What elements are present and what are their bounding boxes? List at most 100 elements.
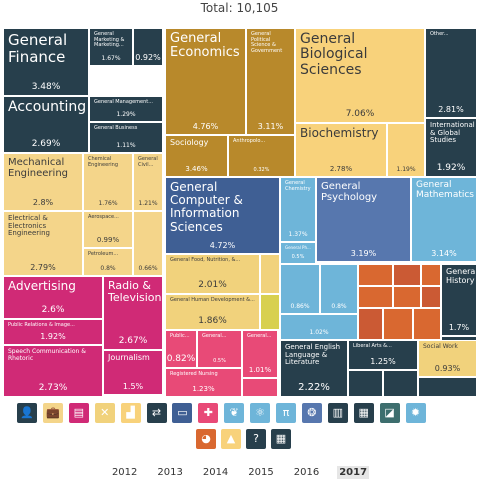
year-option-2017[interactable]: 2017	[337, 466, 370, 479]
treemap-filler-tile[interactable]	[413, 308, 441, 340]
treemap-tile[interactable]: General Marketing & Marketing... 1.67%	[89, 28, 133, 66]
treemap-tile[interactable]: General Human Development &... 1.86%	[165, 294, 260, 330]
treemap-filler-tile[interactable]	[393, 264, 421, 286]
year-option-2014[interactable]: 2014	[202, 467, 229, 478]
year-selector: 2012 2013 2014 2015 2016 2017	[0, 466, 479, 479]
treemap-tile[interactable]: General Computer & Information Sciences 4…	[165, 177, 280, 254]
treemap-tile[interactable]: Mechanical Engineering 2.8%	[3, 153, 83, 211]
treemap-tile[interactable]: 0.92%	[133, 28, 163, 66]
year-option-2012[interactable]: 2012	[111, 467, 138, 478]
tile-name: Anthropolo...	[233, 138, 266, 144]
treemap-filler-tile[interactable]	[418, 377, 477, 397]
gear-icon[interactable]: ✹	[405, 403, 426, 423]
treemap-tile[interactable]: General Psychology 3.19%	[316, 177, 411, 262]
plus-icon[interactable]: ✚	[198, 403, 219, 423]
mountain-icon[interactable]: ▲	[221, 429, 241, 449]
treemap-tile[interactable]: General Chemistry 1.37%	[280, 177, 316, 242]
treemap-tile[interactable]: General Economics 4.76%	[165, 28, 246, 135]
person-icon[interactable]: 👤	[17, 403, 37, 423]
tile-name: General Chemistry	[285, 180, 311, 192]
treemap-tile[interactable]: General English Language & Literature 2.2…	[280, 340, 348, 397]
treemap-filler-tile[interactable]	[383, 370, 418, 397]
treemap-filler-tile[interactable]	[358, 286, 393, 308]
tools-icon[interactable]: ✕	[94, 403, 115, 423]
treemap-filler-tile[interactable]	[242, 378, 278, 397]
tile-name: General...	[247, 333, 272, 339]
treemap-tile[interactable]: Petroleum... 0.8%	[83, 248, 133, 276]
tile-value-label: 3.11%	[257, 122, 284, 131]
treemap-tile[interactable]: 1.19%	[387, 123, 425, 177]
tile-value-label: 0.99%	[96, 236, 120, 244]
treemap-tile[interactable]: General Finance 3.48%	[3, 28, 89, 96]
tile-name: General Computer & Information Sciences	[170, 180, 243, 234]
year-option-2013[interactable]: 2013	[157, 467, 183, 478]
pi-icon[interactable]: π	[276, 403, 296, 423]
treemap-filler-tile[interactable]	[260, 294, 280, 330]
treemap-filler-tile[interactable]	[358, 264, 393, 286]
treemap-tile[interactable]: Public... 0.82%	[165, 330, 197, 368]
briefcase-icon[interactable]: 💼	[42, 403, 63, 423]
leaf-icon[interactable]: ❦	[224, 403, 245, 423]
treemap-tile[interactable]: General Mathematics 3.14%	[411, 177, 477, 262]
tile-name: General Economics	[170, 31, 240, 61]
treemap-tile[interactable]: General Food, Nutrition, &... 2.01%	[165, 254, 260, 294]
tile-value-label: 1.25%	[370, 357, 396, 366]
chart-icon[interactable]: ▟	[120, 403, 141, 423]
grid-icon[interactable]: ▦	[271, 429, 291, 449]
treemap-tile[interactable]: Radio & Television 2.67%	[103, 276, 163, 350]
globe-icon[interactable]: ◕	[196, 429, 216, 449]
tile-value-label: 0.5%	[213, 358, 226, 364]
treemap-tile[interactable]: 0.66%	[133, 211, 163, 276]
treemap-tile[interactable]: General Management... 1.29%	[89, 96, 163, 122]
treemap-tile[interactable]: 0.8%	[320, 264, 358, 314]
treemap-filler-tile[interactable]	[348, 370, 383, 397]
treemap-tile[interactable]: Anthropolo... 0.32%	[228, 135, 295, 177]
treemap-tile[interactable]: General Civil... 1.21%	[133, 153, 163, 211]
atom-icon[interactable]: ⚛	[250, 403, 271, 423]
treemap-tile[interactable]: Registered Nursing 1.23%	[165, 368, 242, 397]
treemap-filler-tile[interactable]	[421, 264, 441, 286]
treemap-tile[interactable]: Liberal Arts &... 1.25%	[348, 340, 418, 370]
document-icon[interactable]: ▤	[68, 403, 89, 423]
treemap-tile[interactable]: Accounting 2.69%	[3, 96, 89, 153]
treemap-tile[interactable]: Aerospace... 0.99%	[83, 211, 133, 248]
arrows-icon[interactable]: ⇄	[146, 403, 167, 423]
treemap-tile[interactable]: Sociology 3.46%	[165, 135, 228, 177]
year-option-2015[interactable]: 2015	[248, 467, 274, 478]
treemap-tile[interactable]: General Political Science & Government 3.…	[246, 28, 295, 135]
treemap-tile[interactable]: International & Global Studies 1.92%	[425, 118, 477, 177]
treemap-tile[interactable]: Advertising 2.6%	[3, 276, 103, 319]
treemap-tile[interactable]: 0.86%	[280, 264, 320, 314]
treemap-tile[interactable]: Biochemistry 2.78%	[295, 123, 387, 177]
treemap-tile[interactable]: General Biological Sciences 7.06%	[295, 28, 425, 123]
treemap-tile[interactable]: General... 0.5%	[197, 330, 242, 368]
treemap-filler-tile[interactable]	[358, 308, 383, 340]
question-icon[interactable]: ?	[246, 429, 266, 449]
brain-icon[interactable]: ❂	[301, 403, 322, 423]
treemap-tile[interactable]: Electrical & Electronics Engineering 2.79…	[3, 211, 83, 276]
treemap-filler-tile[interactable]	[421, 286, 441, 308]
year-option-2016[interactable]: 2016	[293, 467, 320, 478]
treemap-tile[interactable]: Social Work 0.93%	[418, 340, 477, 377]
treemap-tile[interactable]: Public Relations & Image... 1.92%	[3, 319, 103, 345]
treemap-tile[interactable]: Other... 2.81%	[425, 28, 477, 118]
treemap-tile[interactable]: Journalism 1.5%	[103, 350, 163, 395]
computer-icon[interactable]: ▭	[172, 403, 193, 423]
tile-name: General Marketing & Marketing...	[94, 31, 125, 48]
book-icon[interactable]: ▥	[327, 403, 348, 423]
treemap-tile[interactable]: 1.02%	[280, 314, 358, 340]
bookshelf-icon[interactable]: ▦	[353, 403, 374, 423]
tile-name: Accounting	[8, 99, 87, 115]
treemap-tile[interactable]: Chemical Engineering 1.76%	[83, 153, 133, 211]
graph-icon[interactable]: ◪	[379, 403, 400, 423]
tile-name: General Finance	[8, 31, 68, 66]
treemap-filler-tile[interactable]	[393, 286, 421, 308]
tile-value-label: 2.22%	[298, 382, 330, 393]
treemap-tile[interactable]: Speech Communication & Rhetoric 2.73%	[3, 345, 103, 397]
treemap-tile[interactable]: General... 1.01%	[242, 330, 278, 378]
treemap-filler-tile[interactable]	[260, 254, 280, 294]
treemap-tile[interactable]: General Business 1.11%	[89, 122, 163, 153]
treemap-tile[interactable]: General History 1.7%	[441, 264, 477, 336]
treemap-tile[interactable]: General Ph... 0.5%	[280, 242, 316, 264]
treemap-filler-tile[interactable]	[383, 308, 413, 340]
